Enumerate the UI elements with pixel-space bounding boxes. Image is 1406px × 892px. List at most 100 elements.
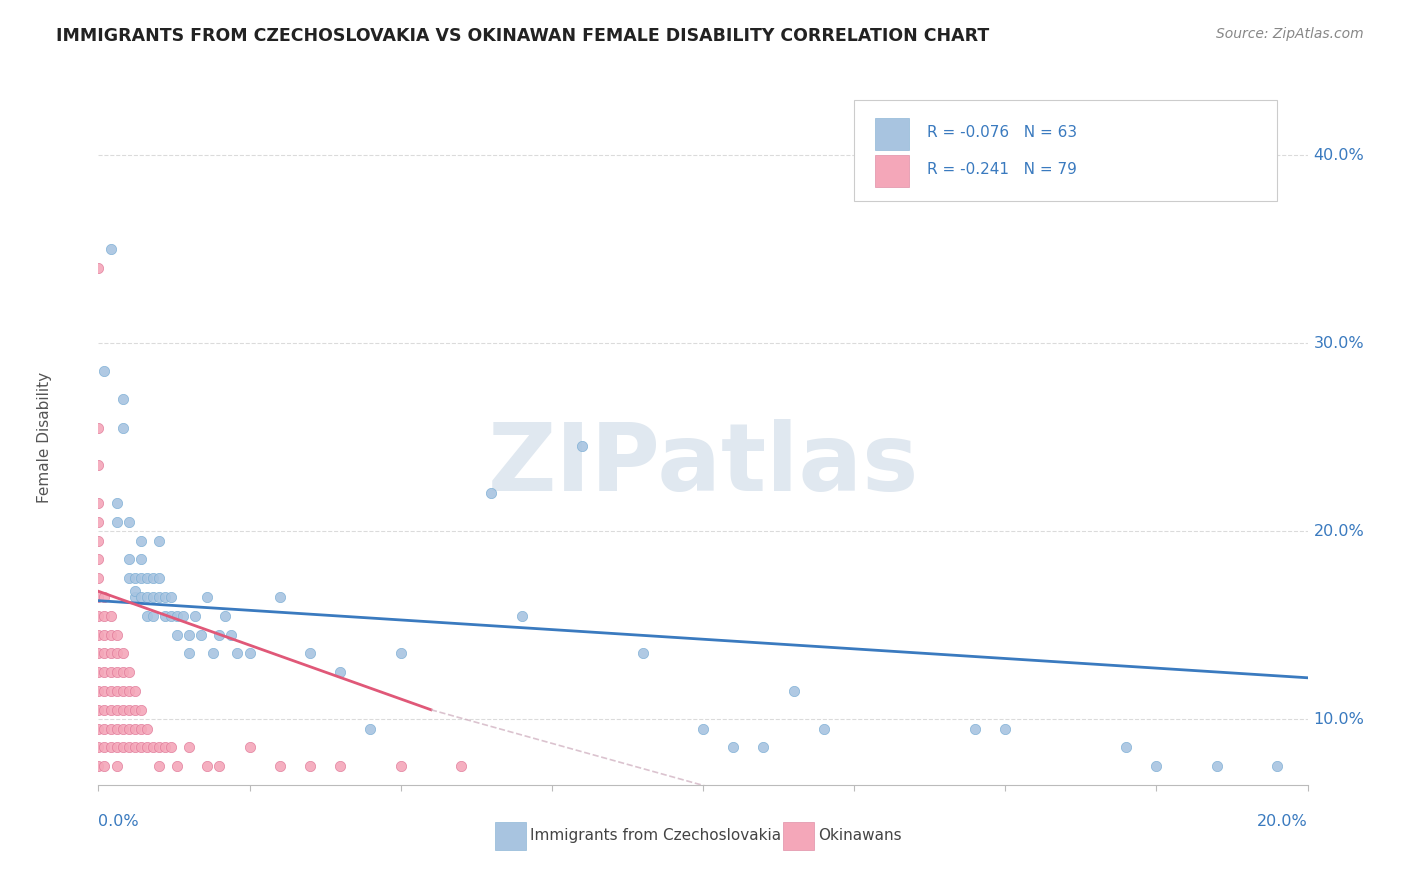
Point bbox=[239, 740, 262, 755]
Point bbox=[299, 759, 322, 773]
Point bbox=[87, 646, 110, 660]
Point bbox=[269, 759, 291, 773]
Point bbox=[129, 740, 152, 755]
Point bbox=[129, 703, 152, 717]
Point bbox=[105, 496, 128, 510]
Point bbox=[166, 759, 188, 773]
Point bbox=[111, 665, 134, 680]
Point bbox=[160, 740, 183, 755]
Point bbox=[100, 646, 122, 660]
Point bbox=[93, 646, 115, 660]
Point bbox=[148, 533, 170, 548]
Point bbox=[100, 722, 122, 736]
Point bbox=[124, 571, 146, 585]
Point bbox=[299, 646, 322, 660]
Point bbox=[129, 571, 152, 585]
Point bbox=[111, 646, 134, 660]
Text: Female Disability: Female Disability bbox=[37, 371, 52, 503]
Point bbox=[782, 684, 804, 698]
Point bbox=[105, 703, 128, 717]
Text: R = -0.241   N = 79: R = -0.241 N = 79 bbox=[927, 161, 1077, 177]
Point bbox=[226, 646, 249, 660]
Point bbox=[87, 590, 110, 604]
Point bbox=[93, 590, 115, 604]
Text: 20.0%: 20.0% bbox=[1257, 814, 1308, 830]
Point bbox=[142, 608, 165, 623]
Point bbox=[118, 684, 141, 698]
Point bbox=[153, 590, 176, 604]
Point bbox=[93, 684, 115, 698]
Text: R = -0.076   N = 63: R = -0.076 N = 63 bbox=[927, 125, 1077, 140]
Point bbox=[93, 665, 115, 680]
Point bbox=[118, 722, 141, 736]
Point bbox=[142, 740, 165, 755]
Point bbox=[135, 740, 157, 755]
Point bbox=[105, 740, 128, 755]
Point bbox=[93, 627, 115, 641]
Point bbox=[124, 684, 146, 698]
Point bbox=[450, 759, 472, 773]
Point bbox=[105, 722, 128, 736]
Text: ZIPatlas: ZIPatlas bbox=[488, 419, 918, 511]
Point bbox=[510, 608, 533, 623]
Point bbox=[631, 646, 654, 660]
Point bbox=[329, 759, 352, 773]
Point bbox=[100, 684, 122, 698]
Point bbox=[105, 684, 128, 698]
Point bbox=[221, 627, 243, 641]
Point bbox=[100, 665, 122, 680]
Point bbox=[87, 722, 110, 736]
Point bbox=[1265, 759, 1288, 773]
Point bbox=[87, 608, 110, 623]
Point bbox=[1144, 759, 1167, 773]
Point bbox=[389, 646, 412, 660]
Point bbox=[118, 515, 141, 529]
Point bbox=[93, 703, 115, 717]
Text: 30.0%: 30.0% bbox=[1313, 335, 1364, 351]
Point bbox=[177, 646, 201, 660]
Point bbox=[184, 608, 207, 623]
Point bbox=[87, 496, 110, 510]
Point bbox=[692, 722, 714, 736]
Text: Okinawans: Okinawans bbox=[818, 829, 901, 843]
Point bbox=[994, 722, 1017, 736]
Point bbox=[111, 684, 134, 698]
Point bbox=[124, 590, 146, 604]
Point bbox=[129, 722, 152, 736]
Point bbox=[135, 608, 157, 623]
Point bbox=[105, 515, 128, 529]
Point bbox=[129, 552, 152, 566]
Point bbox=[105, 665, 128, 680]
Point bbox=[118, 571, 141, 585]
Point bbox=[87, 684, 110, 698]
Text: Immigrants from Czechoslovakia: Immigrants from Czechoslovakia bbox=[530, 829, 782, 843]
Point bbox=[202, 646, 225, 660]
Point bbox=[965, 722, 987, 736]
Point bbox=[100, 242, 122, 256]
Point bbox=[195, 590, 218, 604]
Point bbox=[111, 703, 134, 717]
Point bbox=[87, 260, 110, 275]
Point bbox=[87, 533, 110, 548]
Point bbox=[111, 722, 134, 736]
Point bbox=[87, 515, 110, 529]
Text: Source: ZipAtlas.com: Source: ZipAtlas.com bbox=[1216, 27, 1364, 41]
Point bbox=[87, 703, 110, 717]
Point bbox=[100, 627, 122, 641]
Text: 0.0%: 0.0% bbox=[98, 814, 139, 830]
Point bbox=[269, 590, 291, 604]
Point bbox=[1206, 759, 1229, 773]
Point bbox=[105, 627, 128, 641]
Point bbox=[105, 646, 128, 660]
Point bbox=[93, 759, 115, 773]
Point bbox=[177, 627, 201, 641]
Point bbox=[148, 571, 170, 585]
Point bbox=[87, 420, 110, 434]
Point bbox=[153, 740, 176, 755]
Point bbox=[239, 646, 262, 660]
Point bbox=[111, 420, 134, 434]
Point bbox=[135, 590, 157, 604]
Text: 40.0%: 40.0% bbox=[1313, 147, 1364, 162]
Text: IMMIGRANTS FROM CZECHOSLOVAKIA VS OKINAWAN FEMALE DISABILITY CORRELATION CHART: IMMIGRANTS FROM CZECHOSLOVAKIA VS OKINAW… bbox=[56, 27, 990, 45]
Point bbox=[87, 665, 110, 680]
